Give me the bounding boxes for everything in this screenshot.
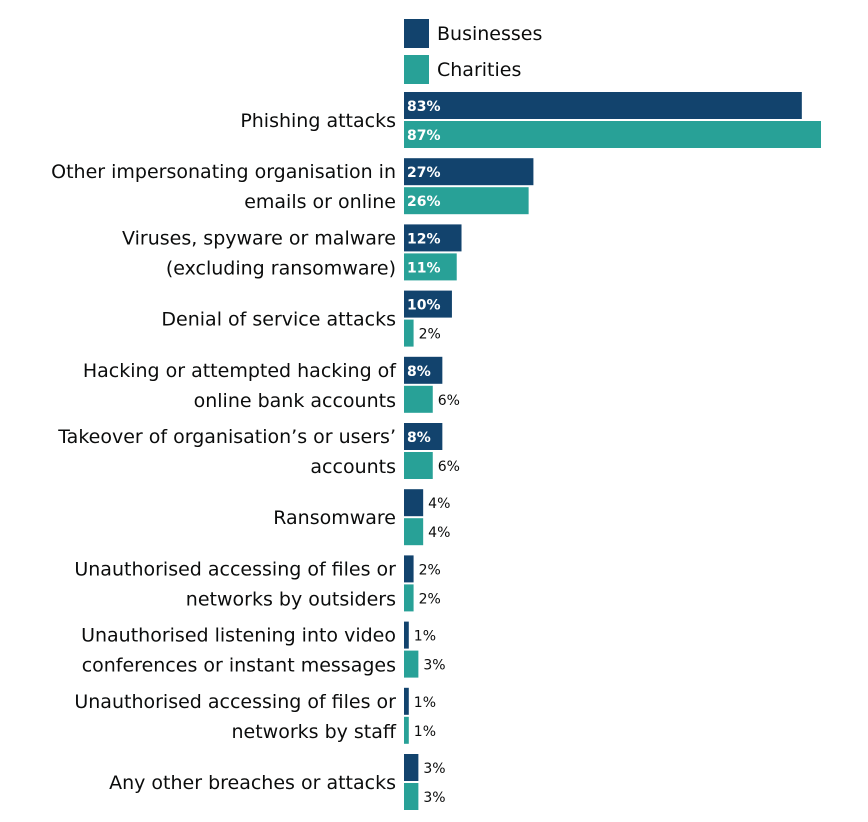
bar-businesses [404, 423, 443, 450]
bar-businesses [404, 92, 802, 119]
bars [404, 92, 821, 810]
legend-swatch-businesses [404, 19, 429, 48]
data-label-businesses: 8% [407, 364, 431, 380]
category-label: emails or online [244, 191, 396, 213]
data-label-charities: 6% [438, 393, 460, 409]
bar-charities [404, 121, 821, 148]
category-label: accounts [310, 456, 396, 478]
bar-businesses [404, 754, 419, 781]
legend-label-businesses: Businesses [437, 23, 542, 45]
bar-charities [404, 187, 529, 215]
bar-businesses [404, 158, 534, 186]
category-label: conferences or instant messages [82, 655, 396, 677]
data-label-charities: 11% [407, 260, 441, 276]
bar-charities [404, 253, 457, 281]
category-label: Takeover of organisation’s or users’ [57, 426, 396, 448]
bar-businesses [404, 687, 409, 715]
data-label-charities: 3% [423, 658, 445, 674]
bar-businesses [404, 224, 462, 252]
data-label-charities: 4% [428, 525, 450, 541]
data-label-charities: 26% [407, 194, 441, 210]
data-label-charities: 87% [407, 128, 441, 144]
category-label: Unauthorised listening into video [81, 625, 396, 647]
category-label: online bank accounts [194, 390, 396, 412]
data-label-businesses: 10% [407, 298, 441, 314]
bar-charities [404, 319, 414, 347]
category-label: networks by staff [231, 721, 396, 743]
data-label-businesses: 12% [407, 231, 441, 247]
category-label: Unauthorised accessing of files or [74, 691, 396, 713]
legend-swatch-charities [404, 55, 429, 84]
data-label-charities: 6% [438, 459, 460, 475]
data-label-charities: 2% [419, 591, 441, 607]
data-label-businesses: 8% [407, 430, 431, 446]
category-label: Ransomware [273, 507, 396, 529]
data-label-charities: 2% [419, 327, 441, 343]
category-label: Viruses, spyware or malware [122, 227, 396, 249]
data-label-businesses: 1% [414, 695, 436, 711]
bar-businesses [404, 489, 424, 517]
category-labels: Phishing attacks Other impersonating orga… [51, 110, 397, 794]
category-label: Hacking or attempted hacking of [83, 360, 397, 382]
data-label-charities: 3% [423, 790, 445, 806]
bar-charities [404, 518, 424, 546]
bar-charities [404, 650, 419, 678]
bar-businesses [404, 621, 409, 649]
category-label: (excluding ransomware) [166, 257, 396, 279]
category-label: Any other breaches or attacks [109, 772, 396, 794]
data-label-businesses: 4% [428, 496, 450, 512]
legend: Businesses Charities [404, 19, 542, 84]
bar-businesses [404, 290, 452, 318]
data-label-businesses: 3% [423, 761, 445, 777]
category-label: networks by outsiders [186, 588, 396, 610]
data-label-businesses: 1% [414, 629, 436, 645]
legend-label-charities: Charities [437, 59, 521, 81]
bar-charities [404, 783, 419, 810]
category-label: Phishing attacks [240, 110, 396, 132]
category-label: Unauthorised accessing of files or [74, 558, 396, 580]
value-labels: 83% 27% 12% 10% 8% 8% 4% 2% 1% 1% 3% 87% 26% 11% 2% 6% 6… [407, 99, 460, 806]
category-label: Other impersonating organisation in [51, 161, 396, 183]
bar-charities [404, 385, 433, 413]
bar-charities [404, 716, 409, 744]
data-label-businesses: 83% [407, 99, 441, 115]
data-label-businesses: 2% [419, 562, 441, 578]
category-label: Denial of service attacks [161, 309, 396, 331]
data-label-businesses: 27% [407, 165, 441, 181]
bar-businesses [404, 356, 443, 384]
bar-charities [404, 452, 433, 479]
bar-businesses [404, 555, 414, 583]
bar-charities [404, 584, 414, 612]
data-label-charities: 1% [414, 724, 436, 740]
